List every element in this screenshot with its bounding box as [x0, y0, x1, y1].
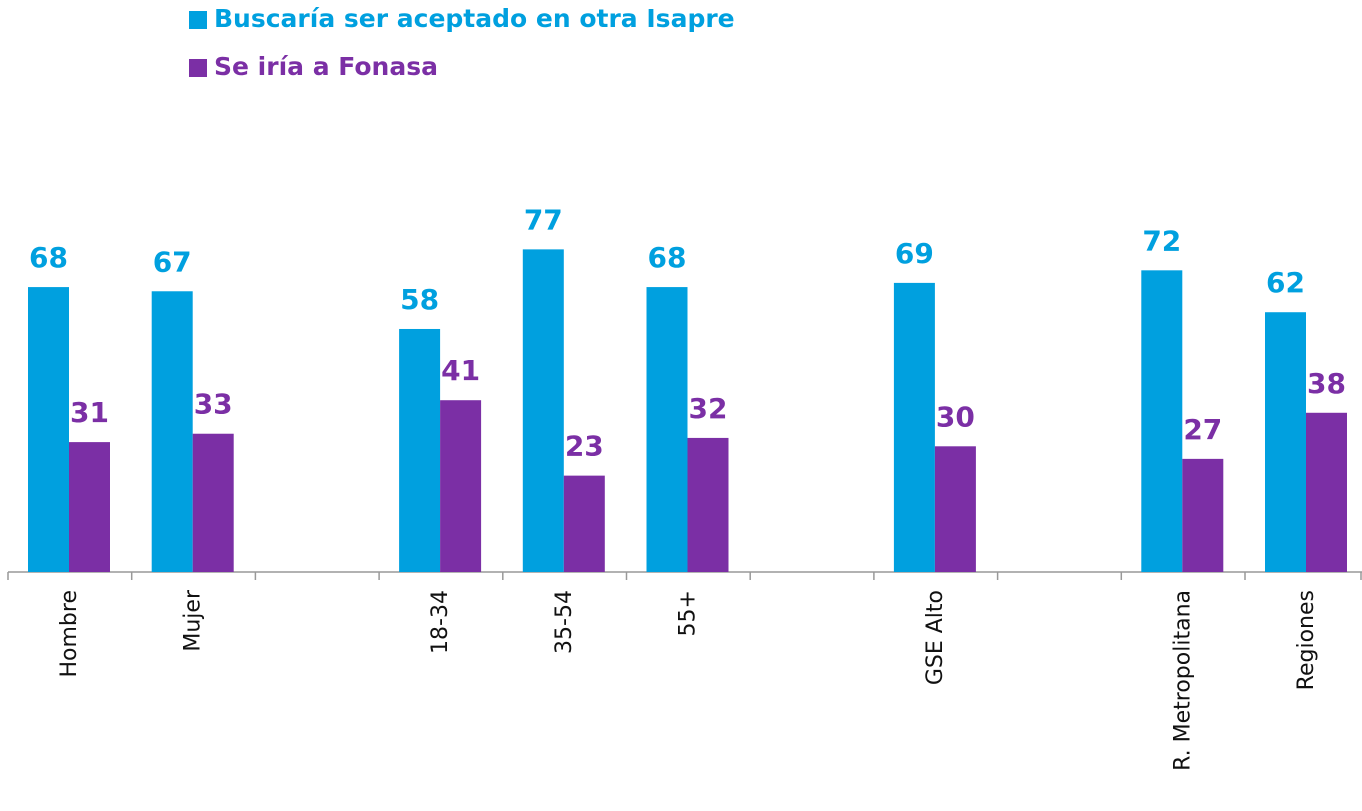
data-label: 68 [29, 241, 68, 274]
bar [1265, 312, 1306, 572]
data-label: 31 [70, 396, 109, 429]
data-label: 69 [895, 237, 934, 270]
data-label: 32 [689, 392, 728, 425]
legend-label: Se iría a Fonasa [214, 52, 438, 81]
bar [687, 437, 729, 572]
data-label: 27 [1183, 413, 1222, 446]
bar [440, 400, 482, 572]
data-label: 33 [194, 388, 233, 421]
data-label: 77 [524, 203, 563, 236]
legend-swatch [189, 59, 207, 77]
bar [192, 433, 234, 572]
x-tick-label: 55+ [676, 590, 701, 636]
legend-swatch [189, 11, 207, 29]
bar [1182, 458, 1224, 572]
bar [563, 475, 605, 572]
bar [151, 291, 193, 572]
x-tick-label: Hombre [57, 590, 82, 678]
bar [893, 282, 935, 572]
bar [1141, 270, 1183, 572]
bar [934, 446, 976, 572]
x-tick-label: 18-34 [428, 590, 453, 654]
x-tick-label: R. Metropolitana [1170, 590, 1195, 771]
data-label: 67 [153, 245, 192, 278]
bar [399, 328, 441, 572]
bar [28, 287, 69, 572]
data-label: 41 [441, 354, 480, 387]
x-tick-label: 35-54 [552, 590, 577, 654]
data-label: 68 [648, 241, 687, 274]
data-label: 62 [1266, 266, 1305, 299]
x-tick-label: Mujer [181, 589, 206, 652]
bar [646, 287, 688, 572]
bar [522, 249, 564, 572]
data-label: 72 [1142, 224, 1181, 257]
data-label: 58 [400, 283, 439, 316]
data-label: 30 [936, 400, 975, 433]
x-tick-label: Regiones [1294, 590, 1319, 690]
x-tick-label: GSE Alto [923, 590, 948, 685]
bar [1306, 412, 1347, 572]
legend-label: Buscaría ser aceptado en otra Isapre [214, 4, 735, 33]
bar [69, 442, 110, 572]
data-label: 23 [565, 430, 604, 463]
data-label: 38 [1307, 367, 1346, 400]
